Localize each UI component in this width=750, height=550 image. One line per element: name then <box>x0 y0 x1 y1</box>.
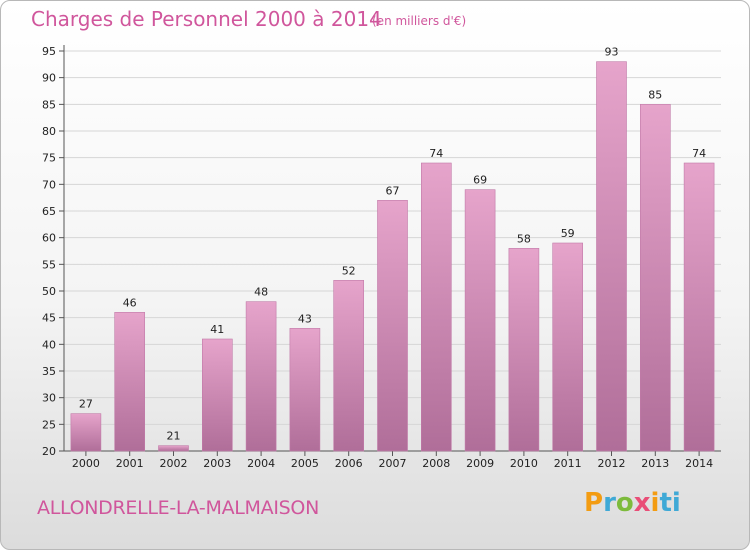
bar <box>245 301 277 452</box>
bar <box>333 280 365 452</box>
x-tick-label: 2003 <box>203 457 231 470</box>
y-tick-label: 80 <box>42 125 56 138</box>
y-tick-label: 95 <box>42 45 56 58</box>
x-tick-label: 2007 <box>379 457 407 470</box>
bar <box>508 248 540 452</box>
chart-subtitle: (en milliers d'€) <box>372 14 467 28</box>
y-tick-label: 50 <box>42 285 56 298</box>
x-tick-label: 2008 <box>422 457 450 470</box>
y-tick-label: 25 <box>42 418 56 431</box>
bar-value-label: 48 <box>254 286 268 299</box>
x-tick-label: 2011 <box>554 457 582 470</box>
y-tick-label: 30 <box>42 392 56 405</box>
bar <box>158 445 189 452</box>
x-tick-label: 2002 <box>160 457 188 470</box>
bar-value-label: 41 <box>210 323 224 336</box>
bar-value-label: 67 <box>386 184 400 197</box>
y-tick-label: 65 <box>42 205 56 218</box>
x-tick-label: 2004 <box>247 457 275 470</box>
bar-value-label: 59 <box>561 227 575 240</box>
bar-value-label: 93 <box>605 46 619 59</box>
y-tick-label: 85 <box>42 98 56 111</box>
commune-name: ALLONDRELLE-LA-MALMAISON <box>37 497 319 519</box>
bar <box>464 189 496 452</box>
bars <box>70 61 715 452</box>
y-tick-label: 35 <box>42 365 56 378</box>
bar-value-label: 21 <box>167 430 181 443</box>
bar <box>377 200 408 452</box>
x-tick-label: 2005 <box>291 457 319 470</box>
x-tick-label: 2013 <box>641 457 669 470</box>
y-tick-label: 75 <box>42 152 56 165</box>
x-tick-label: 2001 <box>116 457 144 470</box>
proxiti-logo[interactable]: Proxiti <box>584 488 681 518</box>
bar <box>596 61 627 452</box>
y-tick-label: 55 <box>42 258 56 271</box>
bar-value-label: 46 <box>123 296 137 309</box>
y-tick-label: 40 <box>42 338 56 351</box>
y-tick-label: 60 <box>42 232 56 245</box>
bar <box>420 162 452 452</box>
x-tick-label: 2006 <box>335 457 363 470</box>
x-tick-label: 2012 <box>598 457 626 470</box>
bar-value-label: 69 <box>473 174 487 187</box>
y-tick-label: 70 <box>42 178 56 191</box>
bar-value-label: 52 <box>342 264 356 277</box>
bar <box>289 328 321 452</box>
y-tick-label: 90 <box>42 72 56 85</box>
bar-value-label: 27 <box>79 398 93 411</box>
bar <box>552 242 584 452</box>
bar <box>683 162 715 452</box>
bar-value-label: 58 <box>517 232 531 245</box>
x-tick-label: 2009 <box>466 457 494 470</box>
labels: 20 25 30 35 40 45 50 55 60 65 70 75 80 85 90 95 27 2000 46… <box>42 45 713 470</box>
bar-value-label: 85 <box>648 88 662 101</box>
bar <box>639 104 671 452</box>
bar-value-label: 74 <box>692 147 706 160</box>
x-tick-label: 2000 <box>72 457 100 470</box>
x-tick-label: 2010 <box>510 457 538 470</box>
bar <box>202 338 233 452</box>
bar-value-label: 74 <box>429 147 443 160</box>
x-tick-label: 2014 <box>685 457 713 470</box>
chart-title: Charges de Personnel 2000 à 2014 <box>31 7 382 31</box>
bar-value-label: 43 <box>298 312 312 325</box>
y-tick-label: 45 <box>42 312 56 325</box>
y-tick-label: 20 <box>42 445 56 458</box>
bar <box>114 312 145 452</box>
bar <box>70 413 102 452</box>
